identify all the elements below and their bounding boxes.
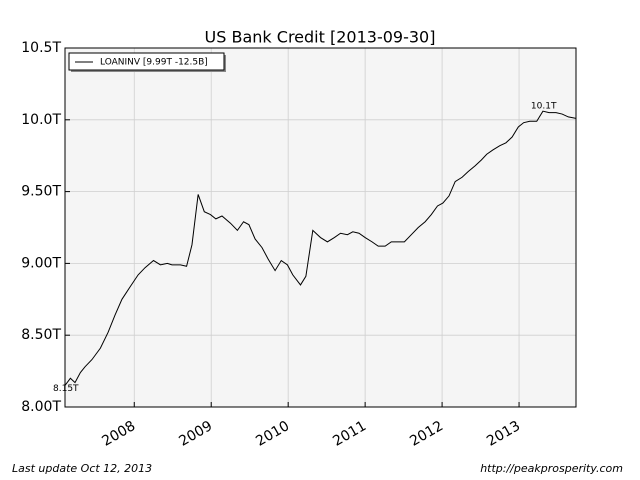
- annotation: 10.1T: [531, 102, 557, 112]
- legend-label: LOANINV [9.99T -12.5B]: [100, 58, 208, 68]
- x-tick-label: 2010: [253, 418, 292, 450]
- series-line: [64, 110, 577, 386]
- y-tick-label: 9.50T: [21, 184, 61, 200]
- footer-right: http://peakprosperity.com: [480, 462, 623, 475]
- x-tick-label: 2013: [484, 418, 523, 450]
- x-tick-label: 2008: [99, 418, 138, 450]
- y-tick-label: 9.00T: [21, 255, 61, 271]
- chart-title: US Bank Credit [2013-09-30]: [205, 28, 436, 47]
- y-tick-label: 10.0T: [21, 112, 61, 128]
- y-tick-label: 8.50T: [21, 327, 61, 343]
- annotation: 8.15T: [53, 384, 79, 394]
- x-tick-label: 2012: [407, 418, 446, 450]
- x-tick-label: 2011: [330, 418, 369, 450]
- footer-left: Last update Oct 12, 2013: [12, 462, 152, 475]
- y-tick-label: 10.5T: [21, 40, 61, 56]
- plot-background: [65, 48, 576, 407]
- legend-box: [68, 52, 225, 71]
- x-tick-label: 2009: [176, 418, 215, 450]
- y-tick-label: 8.00T: [21, 399, 61, 415]
- plot-frame: [64, 47, 577, 408]
